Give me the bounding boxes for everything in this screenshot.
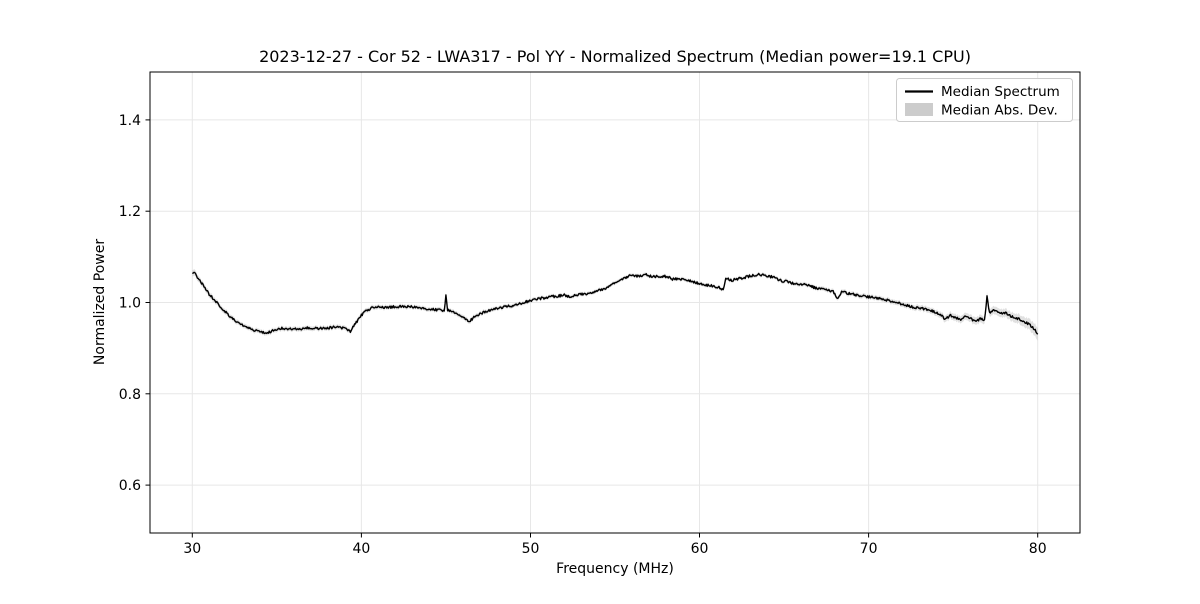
x-tick-label: 40 (352, 541, 370, 557)
x-tick-label: 30 (183, 541, 201, 557)
legend-label-median-spectrum: Median Spectrum (941, 84, 1060, 100)
y-tick-label: 0.8 (119, 387, 141, 403)
y-tick-label: 1.0 (119, 296, 141, 312)
legend-label-median-abs-dev: Median Abs. Dev. (941, 103, 1058, 119)
grid-layer (150, 72, 1080, 533)
tick-label-layer: 30 40 50 60 70 80 0.6 0.8 1.0 1.2 1.4 (119, 113, 1047, 557)
x-tick-label: 70 (860, 541, 878, 557)
mad-band-layer (192, 269, 1038, 341)
x-axis-label: Frequency (MHz) (556, 561, 674, 577)
x-tick-label: 50 (522, 541, 540, 557)
x-tick-label: 80 (1029, 541, 1047, 557)
y-axis-label: Normalized Power (92, 239, 108, 365)
legend-box (896, 78, 1073, 122)
tick-layer (145, 119, 1039, 538)
legend: Median Spectrum Median Abs. Dev. (896, 78, 1073, 122)
legend-patch-sample (905, 103, 933, 116)
x-tick-label: 60 (691, 541, 709, 557)
y-tick-label: 1.4 (119, 113, 141, 129)
chart-title: 2023-12-27 - Cor 52 - LWA317 - Pol YY - … (259, 47, 971, 66)
median-abs-dev-band (192, 269, 1038, 341)
y-tick-label: 0.6 (119, 478, 141, 494)
y-tick-label: 1.2 (119, 204, 141, 220)
median-spectrum-line (192, 271, 1039, 335)
spectrum-line-layer (192, 271, 1039, 335)
